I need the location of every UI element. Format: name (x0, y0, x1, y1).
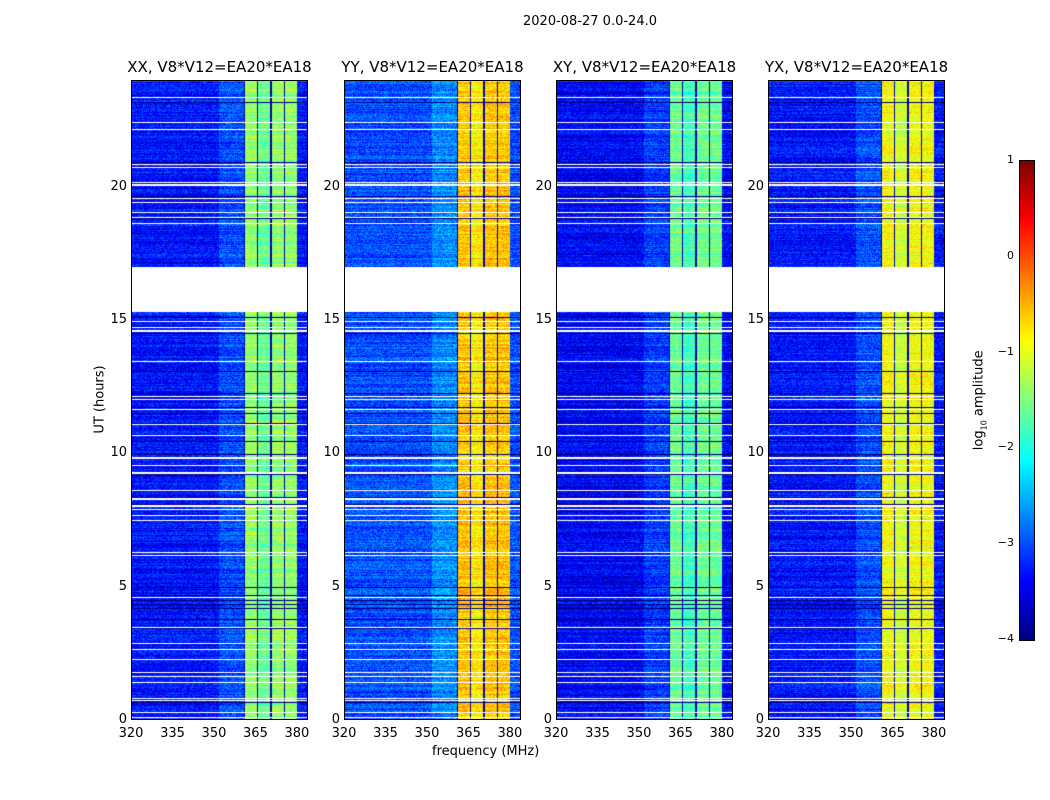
y-tick-label: 20 (535, 178, 552, 194)
x-tick-label: 380 (921, 726, 947, 741)
axes-frame (768, 80, 945, 720)
panel-title: YX, V8*V12=EA20*EA18 (764, 58, 949, 76)
y-tick-label: 10 (535, 445, 552, 461)
y-tick-label: 5 (331, 578, 340, 594)
colorbar-tick-label: −2 (997, 440, 1014, 454)
colorbar-tick-label: −3 (997, 536, 1014, 550)
axes-frame (344, 80, 521, 720)
y-tick-label: 10 (747, 445, 764, 461)
y-tick-label: 15 (747, 312, 764, 327)
x-tick-label: 320 (543, 726, 569, 741)
panel-3: YX, V8*V12=EA20*EA18 320 335 350 365 380 0 5 10 1… (747, 58, 948, 741)
x-tick-label: 380 (284, 726, 310, 741)
x-tick-label: 335 (797, 726, 822, 741)
y-tick-label: 0 (118, 712, 127, 727)
x-axis-label: frequency (MHz) (432, 744, 540, 759)
colorbar (1019, 160, 1035, 641)
waterfall-heatmap (556, 80, 733, 720)
y-tick-label: 20 (110, 178, 127, 194)
x-tick-label: 320 (118, 726, 144, 741)
waterfall-heatmap (768, 80, 945, 720)
panel-1: YY, V8*V12=EA20*EA18 320 335 350 365 380 0 5 10 1… (323, 58, 523, 741)
x-tick-label: 320 (331, 726, 357, 741)
x-tick-label: 350 (626, 726, 652, 741)
panel-title: XX, V8*V12=EA20*EA18 (127, 58, 312, 76)
colorbar-label: log10 amplitude (971, 350, 989, 451)
waterfall-heatmap (131, 80, 308, 720)
y-tick-label: 20 (323, 178, 340, 194)
x-tick-label: 335 (585, 726, 610, 741)
colorbar-tick-label: −4 (997, 632, 1014, 645)
colorbar-tick-label: −1 (997, 344, 1014, 358)
y-tick-label: 0 (755, 712, 764, 727)
waterfall-heatmap (344, 80, 521, 720)
x-tick-label: 380 (497, 726, 523, 741)
y-tick-label: 5 (543, 578, 552, 594)
x-tick-label: 350 (838, 726, 864, 741)
y-tick-label: 0 (543, 712, 552, 727)
y-tick-label: 5 (118, 578, 127, 594)
x-tick-label: 365 (880, 726, 905, 741)
panel-2: XY, V8*V12=EA20*EA18 320 335 350 365 380 0 5 10 1… (535, 58, 736, 741)
y-tick-label: 5 (755, 578, 764, 594)
colorbar-tick-label: 0 (1007, 248, 1014, 262)
x-tick-label: 350 (201, 726, 227, 741)
y-tick-label: 15 (110, 312, 127, 327)
x-tick-label: 320 (755, 726, 781, 741)
y-tick-label: 15 (323, 312, 340, 327)
axes-frame (556, 80, 733, 720)
y-tick-label: 20 (747, 178, 764, 194)
panel-title: XY, V8*V12=EA20*EA18 (552, 58, 737, 76)
x-tick-label: 335 (160, 726, 185, 741)
x-tick-label: 365 (456, 726, 481, 741)
x-tick-label: 380 (709, 726, 735, 741)
figure-title: 2020-08-27 0.0-24.0 (523, 14, 657, 29)
panel-0: XX, V8*V12=EA20*EA18 320 335 350 365 380 0 5 10 1… (110, 58, 311, 741)
x-tick-label: 335 (373, 726, 398, 741)
y-tick-label: 10 (323, 445, 340, 461)
y-tick-label: 15 (535, 312, 552, 327)
colorbar-tick-label: 1 (1007, 153, 1014, 166)
panel-title: YY, V8*V12=EA20*EA18 (341, 58, 524, 76)
x-tick-label: 365 (668, 726, 693, 741)
y-tick-label: 10 (110, 445, 127, 461)
y-tick-label: 0 (331, 712, 340, 727)
axes-frame (131, 80, 308, 720)
y-axis-label: UT (hours) (92, 365, 108, 434)
x-tick-label: 365 (243, 726, 268, 741)
x-tick-label: 350 (414, 726, 440, 741)
